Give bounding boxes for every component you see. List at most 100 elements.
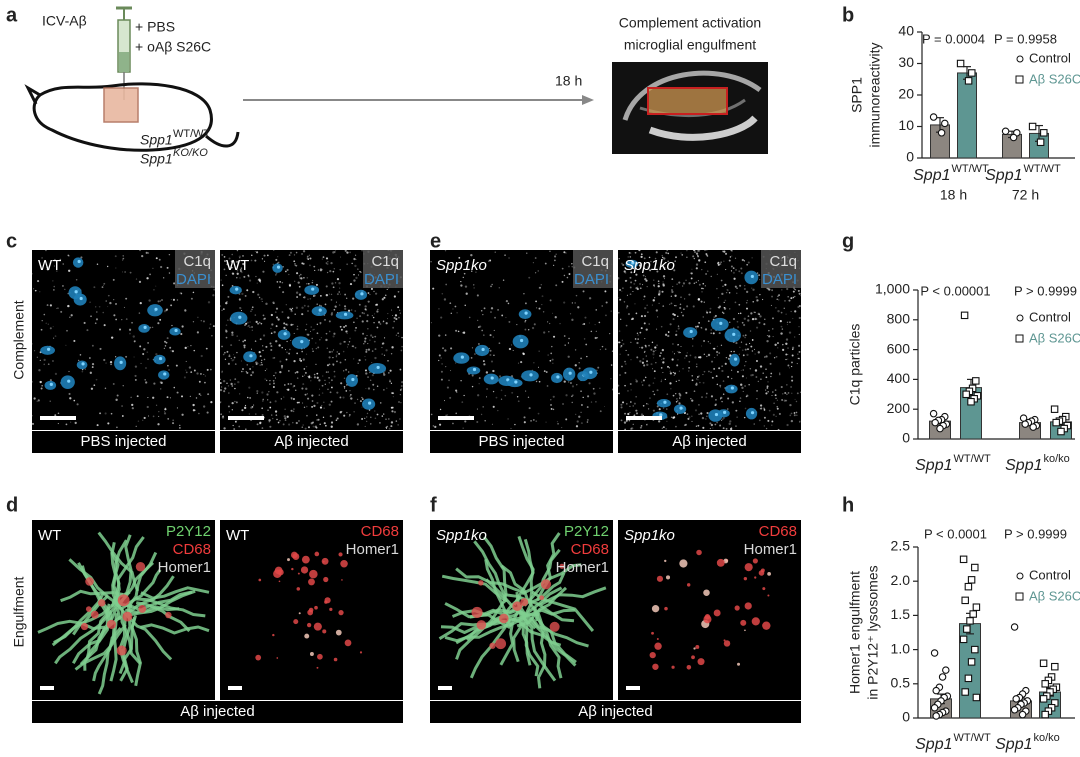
speckle bbox=[679, 394, 682, 397]
speckle bbox=[185, 369, 187, 371]
speckle bbox=[630, 427, 633, 430]
data-point bbox=[1018, 710, 1027, 719]
genotype-label: WT bbox=[226, 257, 249, 274]
speckle bbox=[221, 416, 225, 419]
speckle bbox=[635, 312, 638, 315]
speckle bbox=[474, 353, 476, 355]
speckle bbox=[780, 385, 783, 389]
stain-label: DAPI bbox=[574, 271, 609, 288]
speckle bbox=[677, 327, 680, 330]
speckle bbox=[564, 344, 566, 346]
speckle bbox=[269, 425, 272, 428]
speckle bbox=[617, 277, 620, 280]
speckle bbox=[674, 260, 676, 262]
scale-bar bbox=[626, 686, 640, 690]
speckle bbox=[791, 379, 794, 382]
speckle bbox=[552, 408, 555, 411]
speckle bbox=[630, 389, 632, 391]
speckle bbox=[269, 379, 271, 382]
speckle bbox=[745, 343, 748, 346]
speckle bbox=[661, 254, 664, 257]
genotype-label: WT bbox=[38, 527, 61, 544]
speckle bbox=[480, 413, 483, 416]
speckle bbox=[73, 339, 76, 342]
speckle bbox=[401, 381, 404, 384]
speckle bbox=[790, 297, 793, 300]
speckle bbox=[365, 416, 368, 418]
data-point bbox=[1009, 133, 1018, 142]
speckle bbox=[374, 410, 376, 412]
lysosome bbox=[306, 622, 312, 628]
speckle bbox=[680, 311, 683, 314]
speckle bbox=[316, 372, 319, 375]
speckle bbox=[723, 260, 725, 262]
process bbox=[508, 586, 563, 627]
speckle bbox=[657, 280, 660, 283]
speckle bbox=[198, 380, 201, 383]
speckle bbox=[772, 391, 774, 393]
speckle bbox=[785, 342, 788, 345]
speckle bbox=[89, 371, 92, 374]
speckle bbox=[787, 364, 790, 367]
speckle bbox=[696, 376, 699, 378]
legend-label: Control bbox=[1029, 50, 1071, 65]
speckle bbox=[306, 277, 309, 279]
speckle bbox=[771, 289, 773, 291]
speckle bbox=[313, 265, 316, 268]
speckle bbox=[655, 349, 657, 352]
speckle bbox=[714, 314, 717, 317]
speckle bbox=[717, 263, 720, 266]
lysosome bbox=[476, 620, 487, 630]
speckle bbox=[457, 330, 460, 333]
speckle bbox=[364, 308, 367, 311]
speckle bbox=[677, 315, 679, 318]
legend-marker bbox=[1015, 334, 1024, 343]
speckle bbox=[223, 260, 226, 262]
speckle bbox=[339, 361, 342, 364]
speckle bbox=[687, 370, 690, 372]
speckle bbox=[43, 313, 46, 316]
speckle bbox=[54, 258, 56, 260]
speckle bbox=[229, 379, 232, 381]
y-axis-label: C1q particles bbox=[847, 324, 863, 406]
speckle bbox=[293, 360, 296, 363]
speckle bbox=[230, 358, 232, 360]
speckle bbox=[601, 305, 603, 307]
speckle bbox=[625, 419, 628, 422]
speckle bbox=[695, 328, 698, 330]
speckle bbox=[443, 400, 446, 402]
condition-bar bbox=[32, 431, 215, 453]
speckle bbox=[54, 372, 58, 375]
speckle bbox=[574, 349, 577, 351]
speckle bbox=[599, 348, 601, 351]
speckle bbox=[353, 321, 355, 324]
speckle bbox=[679, 303, 682, 306]
speckle bbox=[735, 425, 737, 427]
speckle bbox=[646, 286, 648, 288]
speckle bbox=[255, 275, 257, 278]
speckle bbox=[208, 327, 211, 329]
speckle bbox=[569, 382, 572, 385]
speckle bbox=[192, 321, 195, 323]
nucleus-spot bbox=[77, 259, 81, 264]
speckle bbox=[276, 418, 278, 421]
speckle bbox=[501, 314, 504, 317]
speckle bbox=[773, 402, 775, 404]
speckle bbox=[605, 301, 608, 304]
speckle bbox=[237, 380, 240, 384]
speckle bbox=[659, 354, 661, 357]
speckle bbox=[691, 415, 693, 418]
speckle bbox=[698, 283, 701, 286]
speckle bbox=[746, 299, 748, 302]
speckle bbox=[618, 341, 621, 344]
speckle bbox=[790, 412, 793, 415]
speckle bbox=[552, 335, 556, 338]
speckle bbox=[383, 296, 386, 299]
speckle bbox=[745, 377, 747, 379]
speckle bbox=[259, 422, 262, 425]
speckle bbox=[248, 386, 251, 389]
speckle bbox=[313, 373, 316, 376]
speckle bbox=[39, 291, 41, 293]
speckle bbox=[590, 401, 593, 403]
speckle bbox=[180, 332, 183, 336]
